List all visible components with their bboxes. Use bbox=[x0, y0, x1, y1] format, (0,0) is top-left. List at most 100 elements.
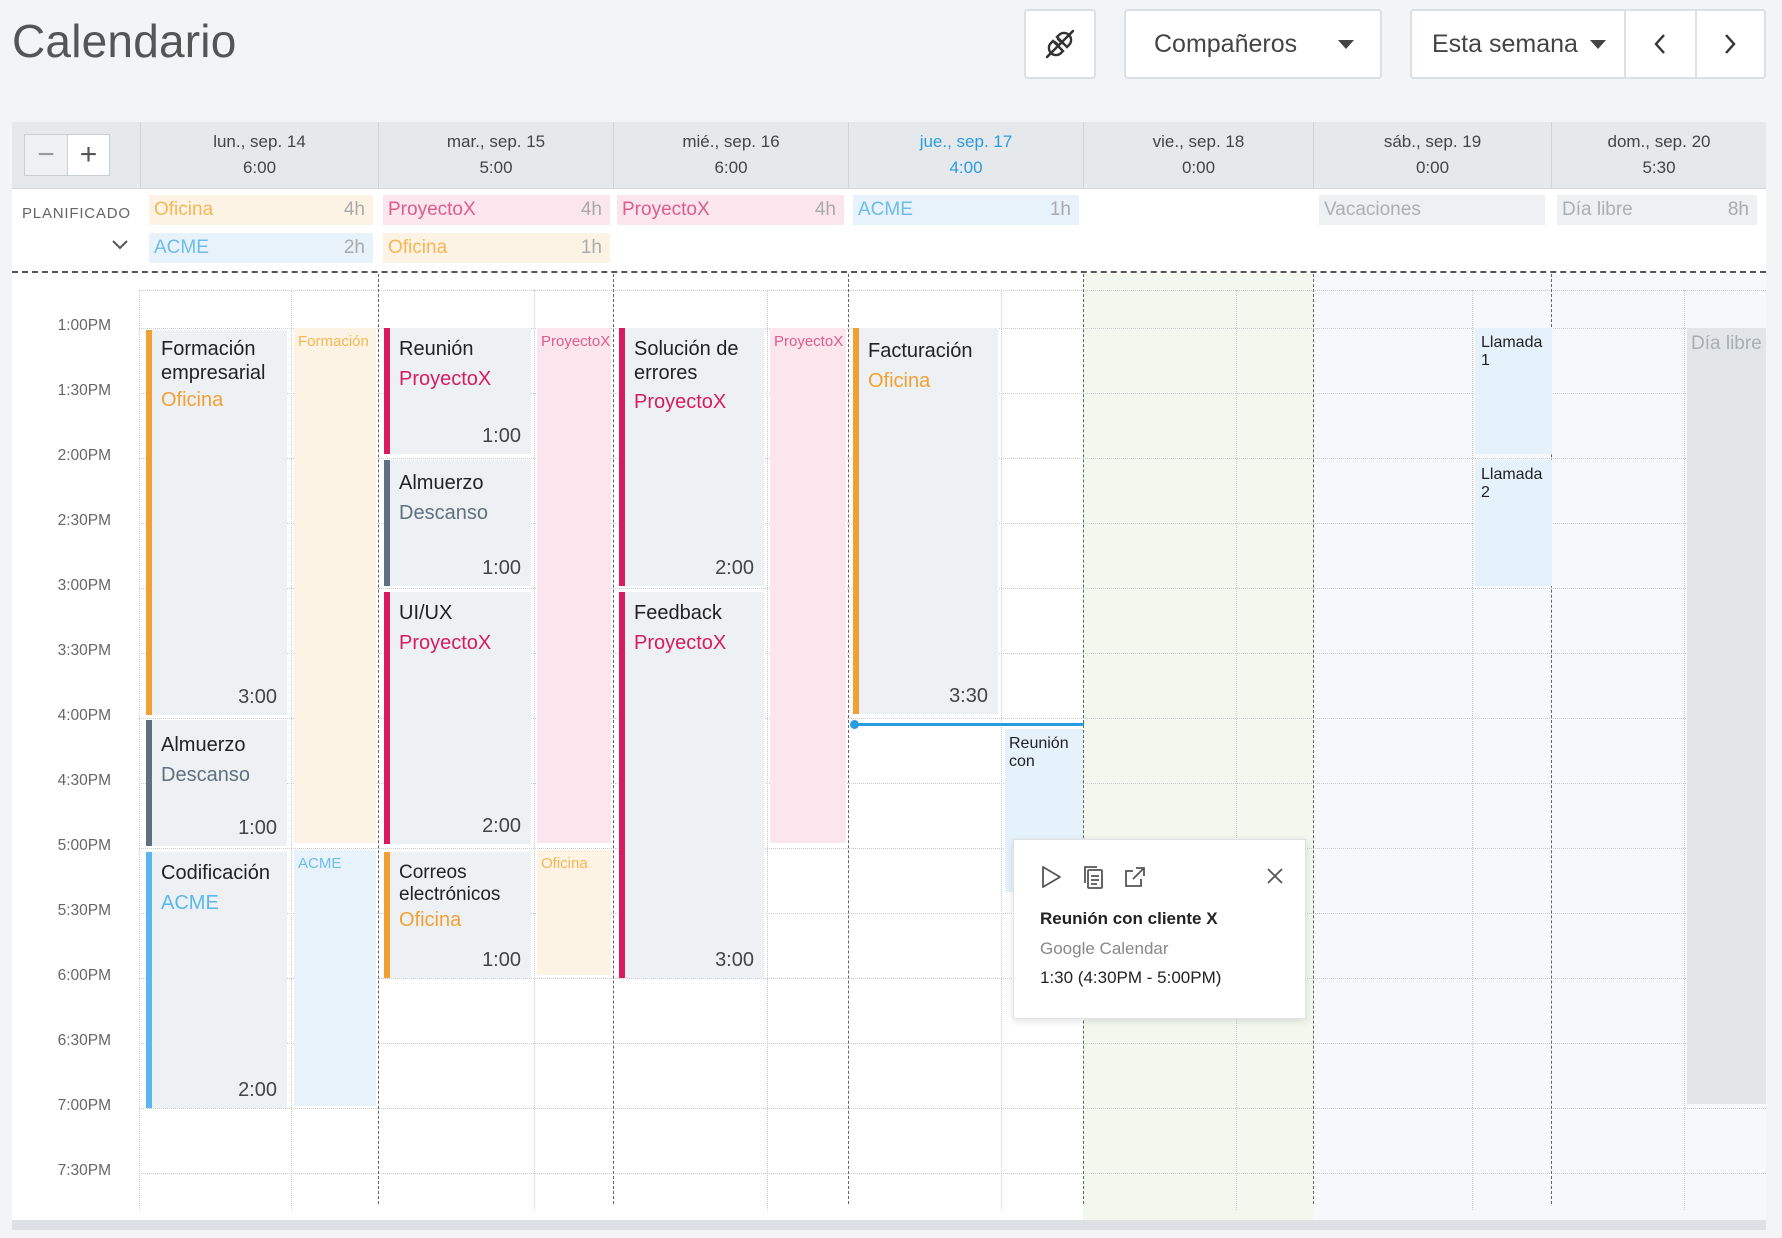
copy-icon[interactable] bbox=[1080, 864, 1106, 890]
horizontal-scrollbar[interactable] bbox=[12, 1220, 1766, 1230]
grid-line bbox=[139, 848, 1766, 849]
calendar-event-small[interactable]: Llamada 2 bbox=[1475, 460, 1552, 586]
page-title: Calendario bbox=[12, 15, 237, 67]
event-card[interactable]: UI/UX ProyectoX 2:00 bbox=[384, 592, 531, 844]
planned-chip-proyectox[interactable]: ProyectoX 4h bbox=[383, 195, 610, 225]
day-divider bbox=[848, 274, 849, 1204]
popup-actions bbox=[1038, 864, 1148, 890]
grid-line bbox=[139, 783, 1766, 784]
time-label: 3:30PM bbox=[57, 642, 111, 659]
time-label: 2:00PM bbox=[57, 447, 111, 464]
calendar-event-small[interactable]: Llamada 1 bbox=[1475, 328, 1552, 454]
planned-chip-oficina[interactable]: Oficina 1h bbox=[383, 233, 610, 263]
current-time-line bbox=[854, 723, 1084, 726]
event-card[interactable]: Solución de errores ProyectoX 2:00 bbox=[619, 328, 764, 586]
time-label: 1:00PM bbox=[57, 317, 111, 334]
external-link-icon[interactable] bbox=[1122, 864, 1148, 890]
event-card[interactable]: Almuerzo Descanso 1:00 bbox=[384, 460, 531, 586]
planned-chip-vacaciones[interactable]: Vacaciones bbox=[1319, 195, 1545, 225]
day-header-mon[interactable]: lun., sep. 14 6:00 bbox=[140, 122, 378, 189]
grid-line bbox=[139, 1173, 1766, 1174]
column-divider bbox=[1472, 290, 1473, 1210]
day-header-sun[interactable]: dom., sep. 20 5:30 bbox=[1551, 122, 1766, 189]
time-label: 7:30PM bbox=[57, 1162, 111, 1179]
zoom-out-button[interactable]: − bbox=[37, 138, 55, 171]
planned-label: PLANIFICADO bbox=[22, 205, 131, 222]
calendar-header: − + lun., sep. 14 6:00 mar., sep. 15 5:00 … bbox=[12, 122, 1766, 189]
time-label: 4:30PM bbox=[57, 772, 111, 789]
caret-down-icon bbox=[1338, 39, 1354, 49]
chevron-down-icon[interactable] bbox=[111, 239, 129, 251]
planned-chip-proyectox[interactable]: ProyectoX 4h bbox=[617, 195, 844, 225]
popup-title: Reunión con cliente X bbox=[1040, 909, 1218, 928]
planned-block[interactable]: ACME bbox=[294, 850, 376, 1106]
week-calendar: − + lun., sep. 14 6:00 mar., sep. 15 5:00 … bbox=[12, 122, 1766, 1226]
event-card[interactable]: Almuerzo Descanso 1:00 bbox=[146, 720, 287, 846]
next-week-button[interactable] bbox=[1694, 11, 1764, 77]
time-label: 3:00PM bbox=[57, 577, 111, 594]
column-divider bbox=[1236, 290, 1237, 1210]
planned-chip-oficina[interactable]: Oficina 4h bbox=[149, 195, 373, 225]
plug-disconnected-icon bbox=[1045, 29, 1075, 59]
planned-block[interactable]: Día libre bbox=[1687, 328, 1766, 1104]
grid-line bbox=[139, 1043, 1766, 1044]
time-label: 6:30PM bbox=[57, 1032, 111, 1049]
chevron-left-icon bbox=[1654, 34, 1666, 54]
close-icon[interactable] bbox=[1265, 866, 1285, 886]
day-divider bbox=[1083, 274, 1084, 1204]
day-divider bbox=[613, 274, 614, 1204]
column-divider bbox=[1684, 290, 1685, 1210]
day-header-thu[interactable]: jue., sep. 17 4:00 bbox=[848, 122, 1083, 189]
event-card[interactable]: Formación empresarial Oficina 3:00 bbox=[146, 330, 287, 715]
planned-block[interactable]: Oficina bbox=[537, 850, 611, 975]
event-card[interactable]: Feedback ProyectoX 3:00 bbox=[619, 592, 764, 978]
time-label: 7:00PM bbox=[57, 1097, 111, 1114]
column-divider bbox=[767, 290, 768, 1210]
day-header-tue[interactable]: mar., sep. 15 5:00 bbox=[378, 122, 613, 189]
play-icon[interactable] bbox=[1038, 864, 1064, 890]
caret-down-icon bbox=[1589, 39, 1606, 49]
time-label: 1:30PM bbox=[57, 382, 111, 399]
planned-row: PLANIFICADO Oficina 4h ACME 2h ProyectoX 4h… bbox=[12, 189, 1766, 273]
day-header-wed[interactable]: mié., sep. 16 6:00 bbox=[613, 122, 848, 189]
day-header-sat[interactable]: sáb., sep. 19 0:00 bbox=[1313, 122, 1551, 189]
range-dropdown[interactable]: Esta semana bbox=[1412, 11, 1626, 77]
grid-line bbox=[139, 913, 1766, 914]
planned-chip-acme[interactable]: ACME 2h bbox=[149, 233, 373, 263]
grid-line bbox=[139, 978, 1766, 979]
event-card[interactable]: Codificación ACME 2:00 bbox=[146, 852, 287, 1108]
current-time-dot bbox=[850, 720, 859, 729]
grid-line bbox=[139, 1108, 1766, 1109]
team-dropdown[interactable]: Compañeros bbox=[1124, 9, 1382, 79]
time-label: 6:00PM bbox=[57, 967, 111, 984]
event-card[interactable]: Correos electrónicos Oficina 1:00 bbox=[384, 852, 531, 978]
event-card[interactable]: Facturación Oficina 3:30 bbox=[853, 328, 998, 714]
time-label: 5:30PM bbox=[57, 902, 111, 919]
day-column-fri[interactable] bbox=[1083, 274, 1313, 1226]
planned-block[interactable]: ProyectoX bbox=[537, 328, 611, 843]
popup-time: 1:30 (4:30PM - 5:00PM) bbox=[1040, 968, 1222, 987]
previous-week-button[interactable] bbox=[1626, 11, 1695, 77]
event-card[interactable]: Reunión ProyectoX 1:00 bbox=[384, 328, 531, 454]
grid-line bbox=[139, 290, 1766, 291]
day-divider bbox=[1551, 274, 1552, 1204]
popup-source: Google Calendar bbox=[1040, 939, 1169, 958]
time-grid: 1:00PM 1:30PM 2:00PM 2:30PM 3:00PM 3:30P… bbox=[12, 274, 1766, 1226]
column-divider bbox=[1001, 290, 1002, 1210]
sync-button[interactable] bbox=[1024, 9, 1096, 79]
time-label: 4:00PM bbox=[57, 707, 111, 724]
planned-chip-dia-libre[interactable]: Día libre 8h bbox=[1557, 195, 1757, 225]
time-label: 2:30PM bbox=[57, 512, 111, 529]
date-range-control: Esta semana bbox=[1410, 9, 1766, 79]
planned-chip-acme[interactable]: ACME 1h bbox=[853, 195, 1079, 225]
range-dropdown-label: Esta semana bbox=[1432, 29, 1578, 58]
planned-block[interactable]: ProyectoX bbox=[770, 328, 846, 843]
zoom-in-button[interactable]: + bbox=[66, 135, 109, 175]
column-divider bbox=[139, 290, 140, 1210]
column-divider bbox=[534, 290, 535, 1210]
day-divider bbox=[1313, 274, 1314, 1204]
event-popup: Reunión con cliente X Google Calendar 1:… bbox=[1013, 839, 1306, 1019]
planned-block[interactable]: Formación bbox=[294, 328, 376, 843]
day-header-fri[interactable]: vie., sep. 18 0:00 bbox=[1083, 122, 1313, 189]
